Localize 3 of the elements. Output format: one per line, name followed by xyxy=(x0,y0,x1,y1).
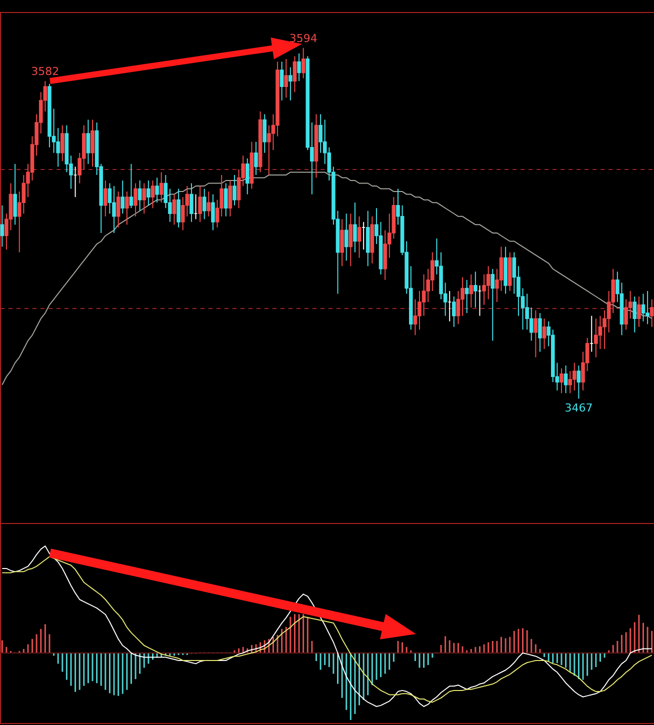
annotation: 3594 xyxy=(289,32,318,45)
annotation: 3467 xyxy=(564,402,593,415)
annotation: 3582 xyxy=(31,65,60,78)
